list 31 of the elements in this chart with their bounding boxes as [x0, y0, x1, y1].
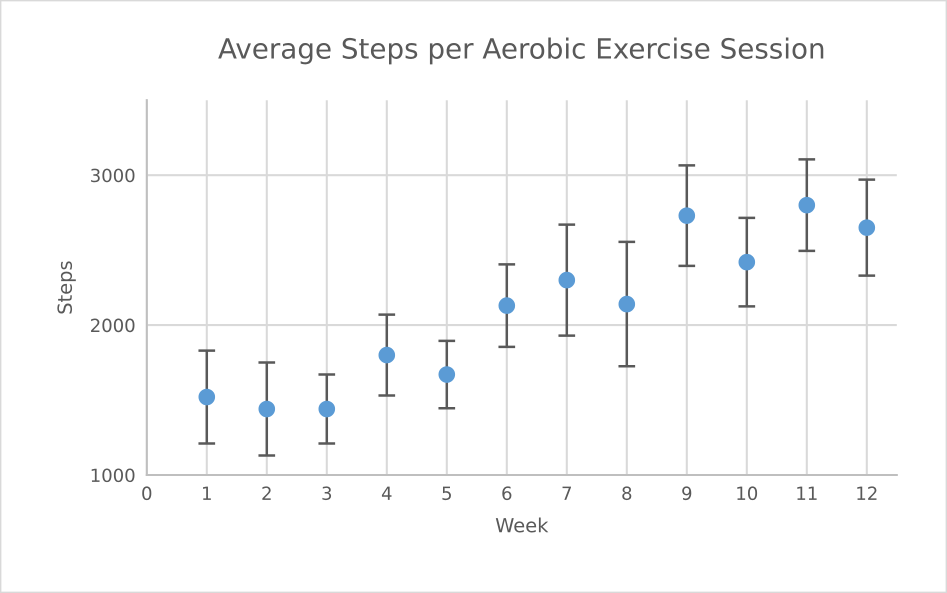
point [558, 272, 576, 288]
point [318, 400, 336, 418]
y-tick-label: 3000 [91, 168, 134, 182]
x-tick-label: 9 [682, 486, 692, 500]
point [258, 400, 276, 418]
y-axis-title: Steps [57, 261, 76, 314]
chart-title: Average Steps per Aerobic Exercise Session [218, 37, 824, 64]
point [438, 366, 456, 383]
x-tick-label: 4 [382, 486, 392, 500]
point [678, 207, 696, 224]
point [798, 196, 816, 214]
point [738, 254, 756, 270]
x-tick-label: 5 [442, 486, 451, 500]
x-tick-label: 2 [262, 486, 271, 500]
x-tick-label: 3 [322, 486, 332, 500]
x-tick-label: 10 [737, 486, 758, 500]
point [498, 297, 516, 314]
point [618, 296, 636, 312]
point [858, 219, 876, 236]
x-tick-label: 11 [797, 486, 817, 500]
point [198, 388, 216, 406]
y-tick-label: 2000 [91, 318, 134, 332]
x-tick-label: 1 [203, 486, 211, 500]
y-tick-label: 1000 [92, 468, 134, 482]
x-axis-title: Week [496, 517, 548, 533]
x-tick-label: 12 [857, 486, 876, 500]
point [378, 346, 396, 364]
x-tick-label: 8 [622, 486, 632, 500]
x-tick-label: 6 [502, 486, 512, 500]
x-tick-label: 7 [562, 486, 571, 500]
x-tick-label: 0 [142, 486, 152, 500]
